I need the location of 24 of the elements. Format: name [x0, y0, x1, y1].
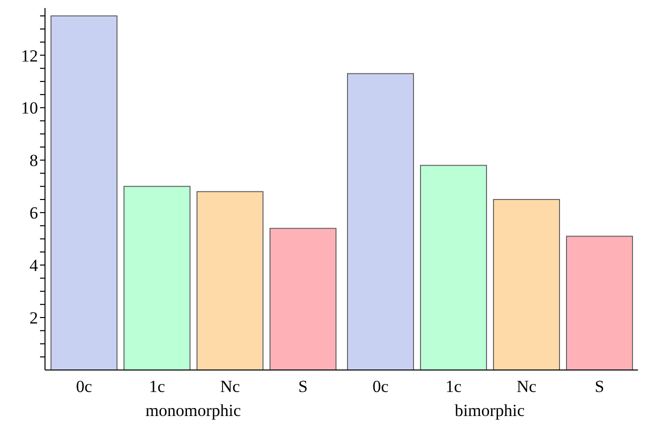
- bar: [420, 164, 487, 370]
- bar: [347, 73, 414, 370]
- text: Nc: [516, 377, 536, 396]
- bar: [196, 191, 264, 370]
- bar: [124, 186, 190, 370]
- series-label: S: [298, 377, 308, 396]
- bar: [50, 15, 118, 370]
- y-tick-label: 12: [21, 46, 38, 66]
- text: S: [594, 377, 604, 396]
- bar: [270, 228, 336, 370]
- text: 0c: [372, 377, 389, 396]
- y-tick-label: 8: [30, 151, 38, 170]
- y-tick-label: 4: [30, 256, 38, 276]
- series-label: 1c: [148, 377, 166, 396]
- text: 1c: [445, 377, 462, 396]
- series-label: Nc: [220, 377, 240, 396]
- x-tick-label: bimorphic: [454, 401, 526, 420]
- series-label: 0c: [76, 377, 92, 396]
- bar: [566, 236, 633, 370]
- y-tick-label: 10: [21, 98, 38, 118]
- x-tick-label: monomorphic: [146, 401, 242, 420]
- y-tick-label: 2: [30, 308, 38, 328]
- bar: [493, 198, 560, 370]
- y-tick-label: 6: [30, 204, 38, 223]
